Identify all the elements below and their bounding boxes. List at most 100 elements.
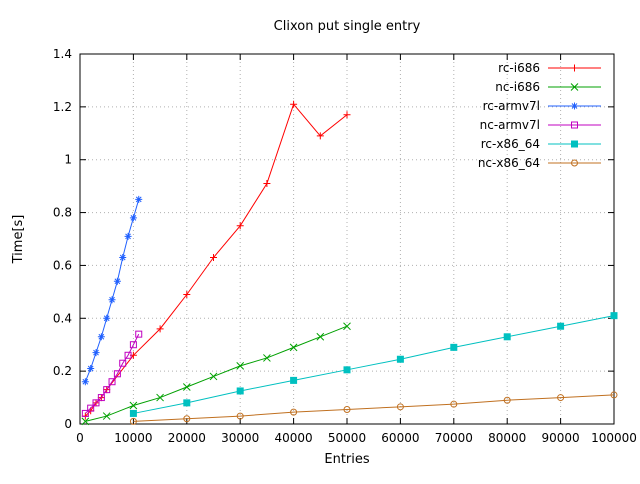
y-tick-label: 0: [64, 417, 72, 431]
asterisk-marker: [113, 277, 121, 285]
x-tick-label: 40000: [275, 431, 313, 445]
plus-marker: [183, 291, 191, 298]
plus-marker: [290, 100, 298, 108]
x-tick-label: 50000: [328, 431, 366, 445]
legend-label-rc-armv7l: rc-armv7l: [483, 99, 540, 113]
x-tick-label: 100000: [591, 431, 637, 445]
circle-open-marker: [396, 403, 404, 411]
square-open-marker: [97, 394, 105, 402]
series-nc-i686: [81, 322, 351, 426]
asterisk-marker: [129, 214, 137, 222]
square-open-marker: [81, 409, 89, 417]
square-open-marker: [135, 330, 143, 338]
circle-open-marker: [503, 396, 511, 404]
square-open-marker: [113, 370, 121, 378]
legend-square-open-marker: [571, 121, 578, 129]
cross-marker: [129, 401, 138, 410]
x-tick-label: 70000: [435, 431, 473, 445]
legend-label-nc-i686: nc-i686: [495, 80, 540, 94]
series-line: [133, 394, 615, 422]
circle-open-marker: [343, 405, 351, 413]
square-filled-marker: [503, 333, 511, 341]
y-tick-label: 0.2: [53, 364, 72, 378]
x-tick-label: 30000: [221, 431, 259, 445]
series-line: [84, 103, 348, 417]
square-open-marker: [124, 351, 132, 359]
legend-cross-marker: [570, 83, 579, 91]
legend-asterisk-marker: [571, 102, 578, 110]
cross-marker: [182, 383, 191, 391]
square-filled-marker: [343, 366, 351, 374]
plus-marker: [263, 180, 271, 187]
asterisk-marker: [124, 232, 132, 240]
legend-plus-marker: [571, 64, 578, 72]
plus-marker: [236, 222, 244, 230]
legend-circle-open-marker: [571, 159, 578, 167]
x-axis-label: Entries: [324, 452, 370, 467]
asterisk-marker: [81, 378, 89, 386]
series-nc-x86_64: [129, 391, 618, 425]
square-open-marker: [87, 404, 95, 412]
asterisk-marker: [119, 254, 127, 261]
x-tick-label: 0: [76, 431, 84, 445]
tick-labels: 0 10000 20000 30000 40000 50000 60000 70000 8000…: [53, 47, 637, 445]
asterisk-marker: [103, 314, 111, 322]
square-filled-marker: [290, 376, 298, 384]
x-tick-label: 60000: [381, 431, 419, 445]
plus-marker: [210, 254, 217, 261]
asterisk-marker: [135, 195, 143, 203]
square-filled-marker: [129, 409, 137, 417]
series-rc-armv7l: [81, 195, 143, 386]
circle-open-marker: [183, 415, 191, 423]
cross-marker: [81, 417, 90, 426]
square-filled-marker: [610, 312, 618, 320]
y-tick-label: 0.8: [53, 206, 72, 220]
square-filled-marker: [557, 322, 565, 330]
asterisk-marker: [87, 365, 95, 372]
legend-label-nc-armv7l: nc-armv7l: [480, 118, 540, 132]
cross-marker: [102, 412, 111, 420]
circle-open-marker: [557, 394, 565, 402]
square-open-marker: [103, 386, 111, 394]
series-line: [133, 315, 615, 414]
plus-marker: [316, 132, 324, 140]
x-tick-label: 90000: [542, 431, 580, 445]
circle-open-marker: [236, 412, 244, 420]
cross-marker: [156, 393, 164, 402]
plus-marker: [343, 111, 351, 119]
plot-area: 0 10000 20000 30000 40000 50000 60000 70000 8000…: [53, 47, 637, 445]
legend-label-rc-i686: rc-i686: [498, 61, 540, 75]
square-open-marker: [108, 378, 116, 386]
cross-marker: [263, 354, 271, 362]
y-tick-label: 1.4: [53, 47, 72, 61]
square-open-marker: [92, 399, 100, 407]
square-filled-marker: [183, 399, 191, 407]
y-tick-label: 0.6: [53, 258, 72, 272]
y-tick-label: 1.2: [53, 100, 72, 114]
cross-marker: [236, 362, 245, 370]
circle-open-marker: [450, 400, 458, 408]
y-tick-label: 0.4: [53, 311, 72, 325]
y-tick-label: 1: [64, 153, 72, 167]
square-filled-marker: [396, 355, 404, 363]
legend-label-rc-x86_64: rc-x86_64: [481, 137, 540, 151]
x-tick-label: 10000: [114, 431, 152, 445]
cross-marker: [316, 332, 325, 341]
asterisk-marker: [92, 349, 100, 357]
circle-open-marker: [129, 417, 137, 425]
cross-marker: [209, 372, 218, 381]
asterisk-marker: [108, 296, 116, 304]
asterisk-marker: [97, 333, 105, 341]
square-filled-marker: [450, 343, 458, 351]
x-tick-label: 80000: [488, 431, 526, 445]
series-line: [84, 333, 140, 414]
series-rc-x86_64: [129, 312, 618, 417]
legend-label-nc-x86_64: nc-x86_64: [478, 156, 540, 170]
square-open-marker: [119, 359, 127, 367]
circle-open-marker: [290, 408, 298, 416]
series-nc-armv7l: [81, 330, 143, 417]
legend: rc-i686 nc-i686 rc-armv7l nc-armv7l rc-x86_6…: [478, 61, 601, 170]
cross-marker: [343, 322, 351, 331]
